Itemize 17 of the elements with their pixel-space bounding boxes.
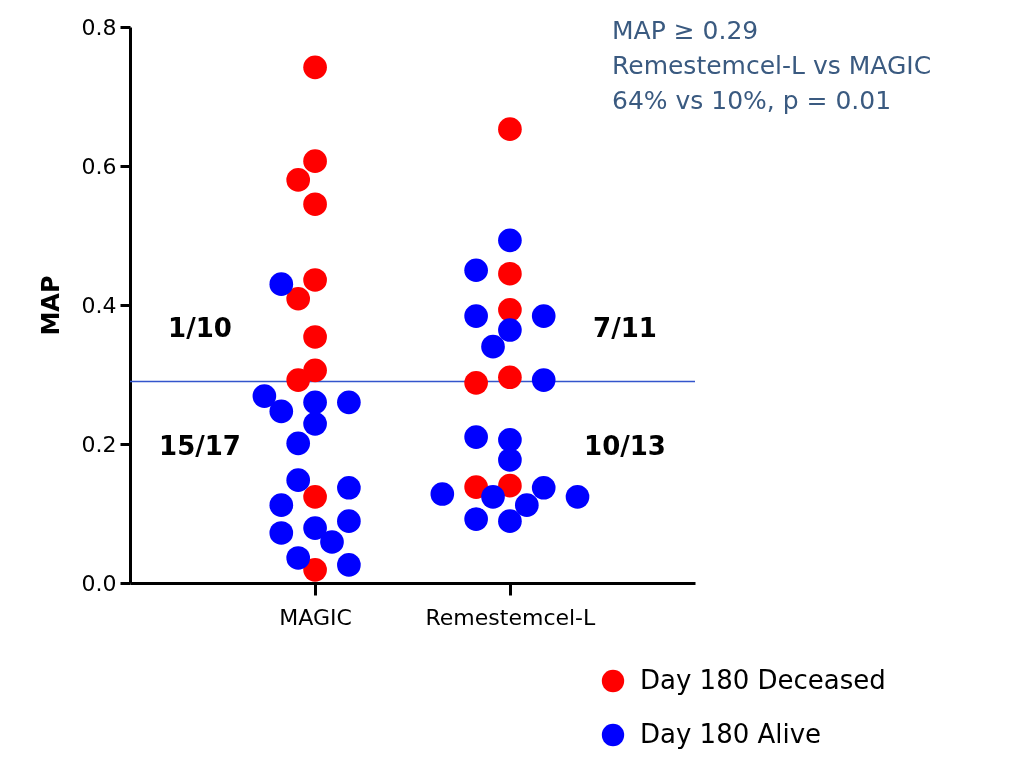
annotation: MAP ≥ 0.29 <box>612 16 759 45</box>
x-tick-label: MAGIC <box>279 604 352 630</box>
y-tick-label: 0.4 <box>81 292 117 318</box>
annotation: Remestemcel-L vs MAGIC <box>612 51 932 80</box>
y-tick-label: 0.6 <box>81 153 117 179</box>
legend-label: Day 180 Deceased <box>640 665 886 695</box>
legend-label: Day 180 Alive <box>640 719 822 749</box>
annotation: 1/10 <box>168 313 232 344</box>
annotation: 64% vs 10%, p = 0.01 <box>612 86 892 115</box>
y-tick-label: 0.2 <box>81 431 117 457</box>
annotation: 15/17 <box>159 431 241 462</box>
annotation: 10/13 <box>584 431 666 462</box>
y-tick-label: 0.0 <box>81 570 117 596</box>
y-axis-title: MAP <box>36 275 65 336</box>
annotation: 7/11 <box>593 313 657 344</box>
y-tick-label: 0.8 <box>81 14 117 40</box>
x-tick-label: Remestemcel-L <box>425 604 597 630</box>
